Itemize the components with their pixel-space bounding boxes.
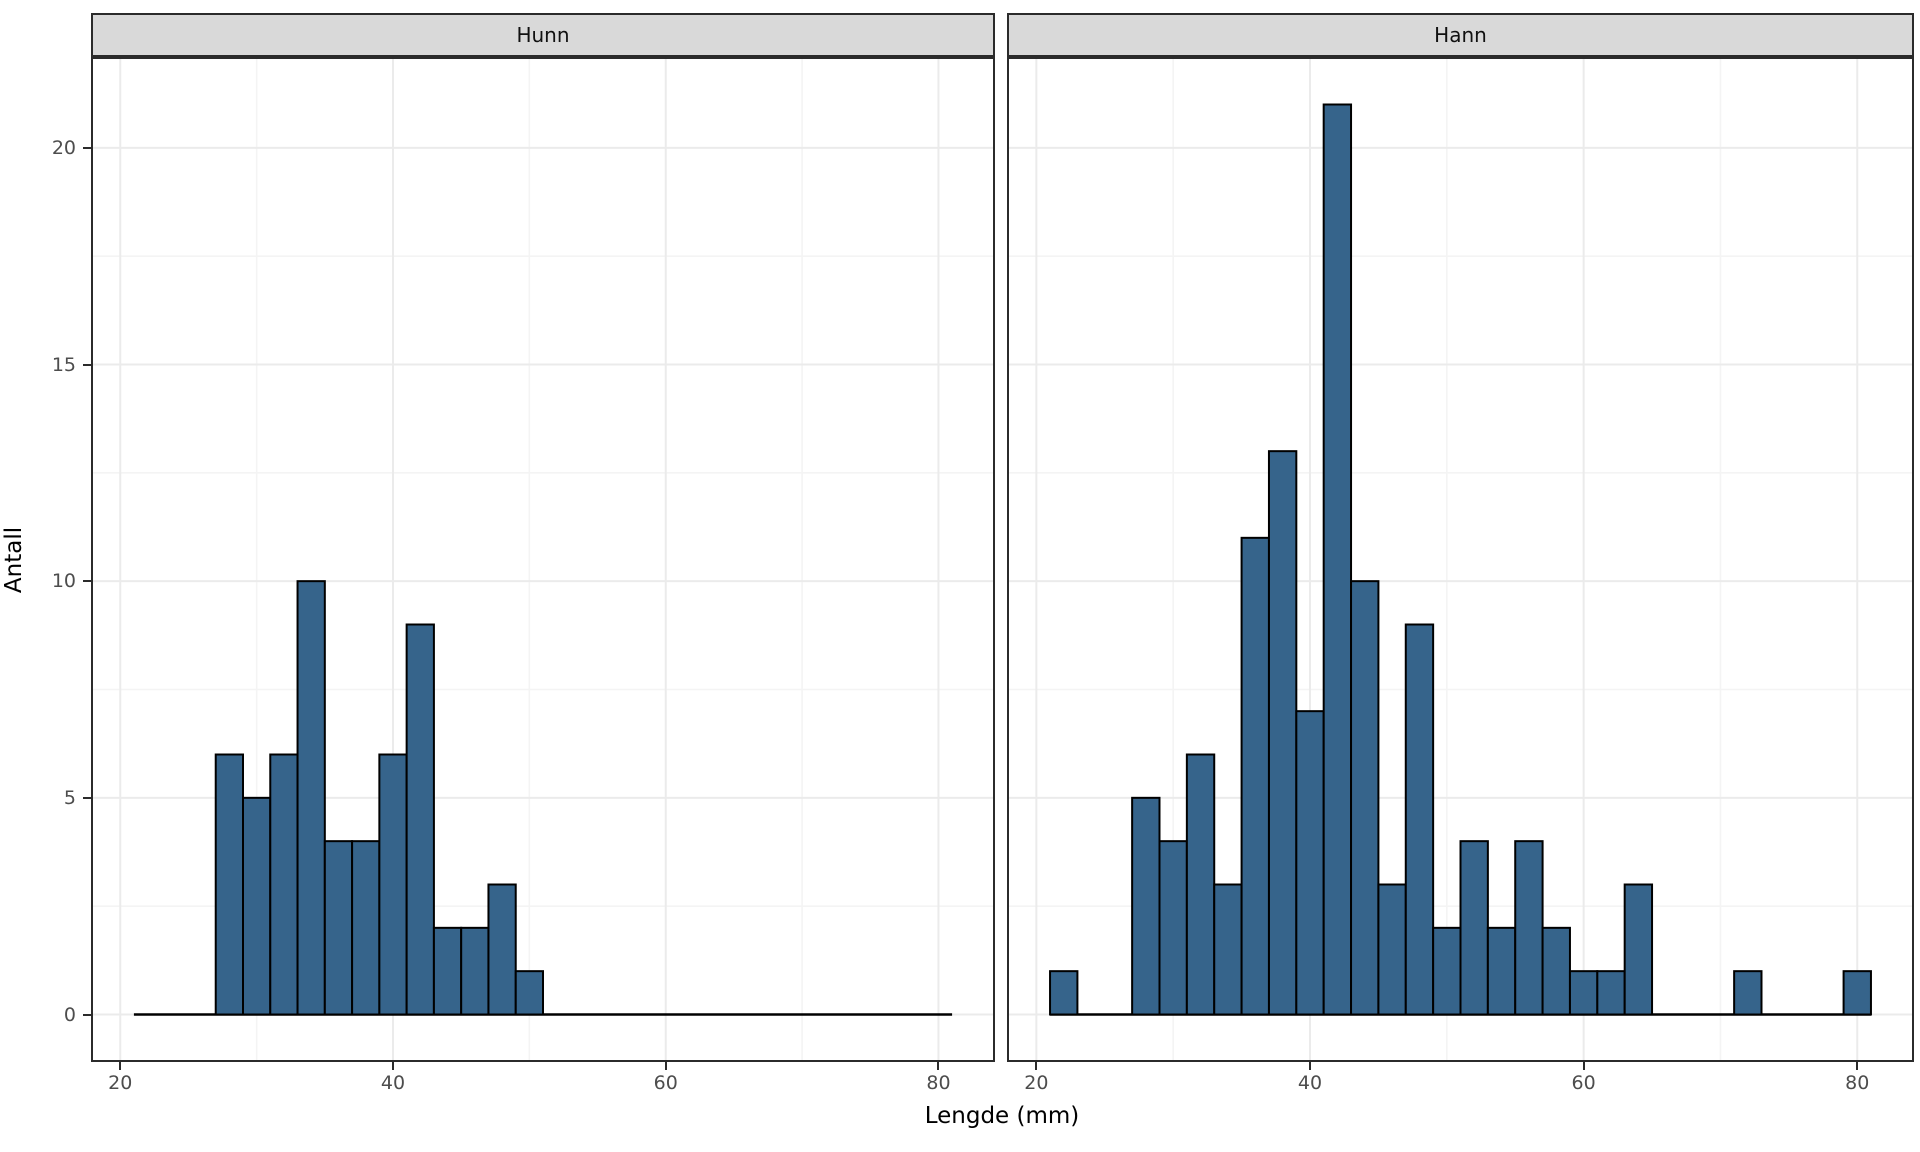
x-tick-label: 60 [653, 1072, 678, 1094]
histogram-bar [323, 840, 354, 1016]
histogram-bar [487, 883, 517, 1016]
x-tick-mark [1856, 1062, 1859, 1070]
histogram-bar [1240, 536, 1270, 1016]
histogram-bar [1568, 970, 1599, 1016]
facet-panel-hunn [91, 57, 995, 1062]
histogram-bar [1049, 970, 1079, 1016]
facet-plot-area [93, 59, 993, 1060]
histogram-bar [1404, 623, 1435, 1016]
histogram-bar [1377, 883, 1407, 1016]
facet-strip-label-hann: Hann [1434, 23, 1487, 47]
x-tick-label: 20 [1024, 1072, 1049, 1094]
histogram-bar [1514, 840, 1544, 1016]
facet-strip-hann: Hann [1007, 13, 1914, 57]
x-tick-mark [119, 1062, 122, 1070]
histogram-bar [1295, 710, 1325, 1016]
histogram-bar [1486, 926, 1517, 1016]
x-tick-mark [664, 1062, 667, 1070]
x-tick-mark [1309, 1062, 1311, 1070]
x-axis-title: Lengde (mm) [924, 1103, 1080, 1129]
histogram-bar [1623, 883, 1654, 1016]
histogram-bar [1131, 796, 1161, 1016]
histogram-bar [1596, 970, 1626, 1016]
histogram-bar [1350, 580, 1380, 1016]
histogram-bar [405, 623, 435, 1016]
y-tick-label: 5 [63, 786, 76, 809]
histogram-bar [242, 796, 272, 1016]
x-tick-label: 80 [1845, 1072, 1870, 1094]
y-axis-title: Antall [1, 526, 27, 594]
facet-strip-hunn: Hunn [91, 13, 995, 57]
histogram-bar [1267, 450, 1298, 1016]
histogram-bar [1213, 883, 1243, 1016]
histogram-bar [214, 753, 244, 1016]
histogram-bar [432, 926, 463, 1016]
y-tick-mark [83, 363, 91, 366]
facet-strip-label-hunn: Hunn [516, 23, 570, 47]
histogram-bar [1322, 103, 1353, 1016]
histogram-bar [269, 753, 299, 1016]
histogram-bar [1459, 840, 1489, 1016]
x-tick-label: 20 [108, 1072, 133, 1094]
y-tick-mark [83, 146, 91, 149]
histogram-bar [351, 840, 381, 1016]
facet-panel-hann [1007, 57, 1914, 1062]
x-tick-label: 80 [926, 1072, 951, 1094]
y-tick-label: 20 [51, 136, 76, 159]
facet-plot-area [1009, 59, 1912, 1060]
histogram-bar [1541, 926, 1571, 1016]
x-tick-mark [1582, 1062, 1585, 1070]
histogram-bar [460, 926, 490, 1016]
histogram-bar [1432, 926, 1462, 1016]
x-tick-mark [1035, 1062, 1038, 1070]
histogram-bar [1733, 970, 1763, 1016]
y-tick-label: 15 [51, 353, 76, 376]
y-tick-label: 0 [63, 1003, 76, 1026]
x-tick-label: 60 [1571, 1072, 1596, 1094]
x-tick-mark [392, 1062, 394, 1070]
y-tick-mark [83, 1013, 91, 1016]
histogram-bar [296, 580, 326, 1016]
histogram-bar [378, 753, 408, 1016]
x-tick-mark [937, 1062, 940, 1070]
x-tick-label: 40 [380, 1072, 406, 1094]
histogram-bar [1185, 753, 1216, 1016]
y-tick-label: 10 [51, 570, 76, 593]
histogram-bar [514, 970, 544, 1016]
histogram-bar [1842, 970, 1872, 1016]
y-tick-mark [83, 796, 91, 799]
y-tick-mark [83, 580, 91, 583]
histogram-bar [1158, 840, 1188, 1016]
x-tick-label: 40 [1297, 1072, 1323, 1094]
